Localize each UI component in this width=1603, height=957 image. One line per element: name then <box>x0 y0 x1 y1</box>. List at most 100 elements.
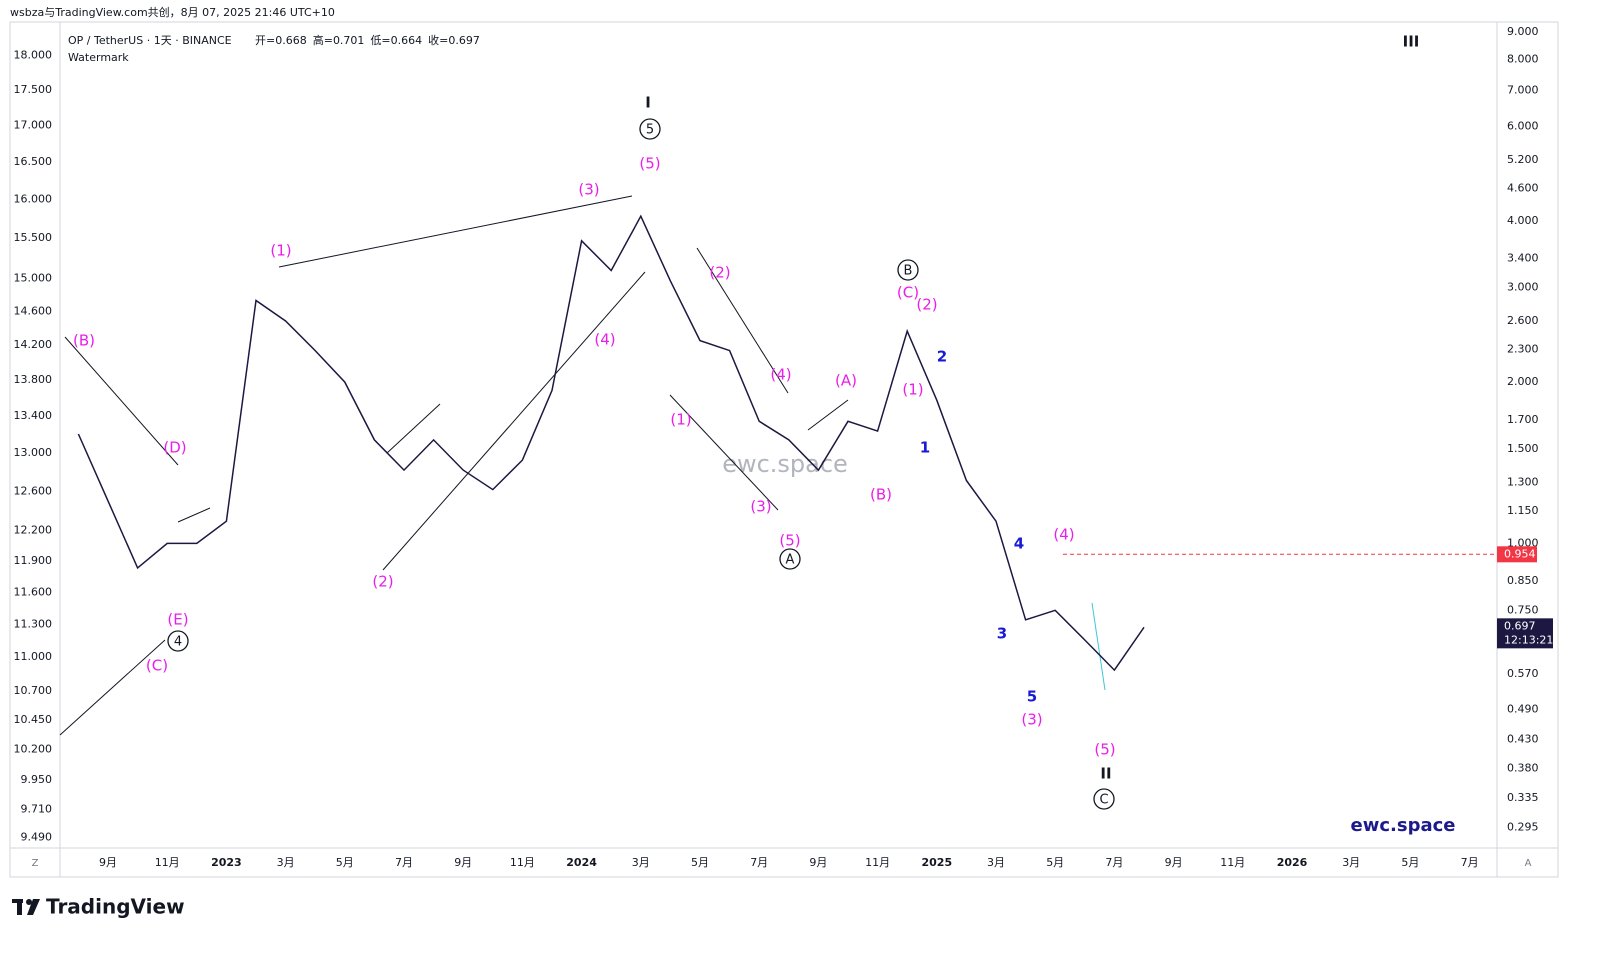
y-tick-label: 9.950 <box>21 773 53 786</box>
ohlc-label: 开= <box>255 34 275 47</box>
y2-tick-label: 1.000 <box>1507 536 1539 549</box>
chart-title: OP / TetherUS · 1天 · BINANCE <box>68 34 232 47</box>
wave-label: 4 <box>174 635 182 650</box>
wave-label: B <box>904 264 913 279</box>
wave-label: (1) <box>270 242 291 260</box>
y-tick-label: 15.500 <box>14 231 53 244</box>
y2-tick-label: 1.700 <box>1507 413 1539 426</box>
x-tick-label: 9月 <box>809 856 827 869</box>
y2-tick-label: 2.600 <box>1507 314 1539 327</box>
signature: ewc.space <box>1351 815 1456 836</box>
wave-label: 2 <box>937 348 947 366</box>
reference-label-box <box>1497 546 1537 563</box>
y2-tick-label: 0.335 <box>1507 791 1539 804</box>
x-tick-label: 2023 <box>211 856 242 869</box>
y-tick-label: 10.700 <box>14 684 53 697</box>
y-tick-label: 11.300 <box>14 617 53 630</box>
wave-label: (2) <box>916 296 937 314</box>
x-tick-label: 3月 <box>277 856 295 869</box>
y-tick-label: 17.000 <box>14 118 53 131</box>
y-tick-label: 10.450 <box>14 713 53 726</box>
price-line <box>77 214 1145 672</box>
ohlc-label: 收= <box>428 33 448 47</box>
last-price-box <box>1497 618 1553 649</box>
y2-tick-label: 4.600 <box>1507 181 1539 194</box>
ohlc-label: 高= <box>313 33 333 47</box>
x-tick-label: 5月 <box>1046 856 1064 869</box>
y-tick-label: 18.000 <box>14 48 53 61</box>
x-tick-label: 11月 <box>510 856 535 869</box>
ohlc-value: 0.701 <box>333 34 365 47</box>
x-tick-label: 9月 <box>454 856 472 869</box>
wave-label: 5 <box>646 123 654 138</box>
y2-tick-label: 4.000 <box>1507 214 1539 227</box>
wave-circle <box>779 548 801 570</box>
x-tick-label: 7月 <box>1461 856 1479 869</box>
wave-label: C <box>1099 793 1108 808</box>
x-tick-label: 9月 <box>1165 856 1183 869</box>
wave-label: (3) <box>578 181 599 199</box>
y2-tick-label: 0.750 <box>1507 603 1539 616</box>
y2-tick-label: 0.380 <box>1507 761 1539 774</box>
y-tick-label: 9.490 <box>21 831 53 844</box>
x-tick-label: 11月 <box>865 856 890 869</box>
y2-tick-label: 9.000 <box>1507 25 1539 38</box>
y-tick-label: 13.800 <box>14 373 53 386</box>
x-tick-label: 3月 <box>1342 856 1360 869</box>
y2-tick-label: 7.000 <box>1507 84 1539 97</box>
wave-label: (2) <box>709 264 730 282</box>
x-tick-label: 2024 <box>566 856 597 869</box>
reference-label: 0.954 <box>1504 547 1536 560</box>
x-tick-label: 7月 <box>750 856 768 869</box>
scale-button[interactable]: Z <box>32 858 39 869</box>
y-tick-label: 10.200 <box>14 742 53 755</box>
x-tick-label: 2025 <box>921 856 952 869</box>
subtitle: Watermark <box>68 51 129 64</box>
wave-label: II <box>1100 765 1111 783</box>
y-tick-label: 16.500 <box>14 155 53 168</box>
wave-label: (B) <box>870 486 892 504</box>
y-tick-label: 14.600 <box>14 304 53 317</box>
ohlc-value: 0.668 <box>275 34 307 47</box>
y2-tick-label: 0.295 <box>1507 820 1539 833</box>
wave-label: (C) <box>897 284 919 302</box>
y-tick-label: 14.200 <box>14 338 53 351</box>
credit: wsbza与TradingView.com共创，8月 07, 2025 21:4… <box>10 6 335 19</box>
x-tick-label: 11月 <box>155 856 180 869</box>
wave-label: (3) <box>750 498 771 516</box>
y-tick-label: 13.400 <box>14 409 53 422</box>
x-tick-label: 2026 <box>1277 856 1308 869</box>
y2-tick-label: 8.000 <box>1507 53 1539 66</box>
y-tick-label: 12.600 <box>14 484 53 497</box>
x-tick-label: 7月 <box>1105 856 1123 869</box>
x-tick-label: 5月 <box>1401 856 1419 869</box>
watermark: ewc.space <box>722 450 848 478</box>
wave-label: (4) <box>1053 526 1074 544</box>
wave-label: (B) <box>73 332 95 350</box>
wave-label: (1) <box>902 381 923 399</box>
y2-tick-label: 0.850 <box>1507 574 1539 587</box>
y2-tick-label: 3.400 <box>1507 252 1539 265</box>
y2-tick-label: 3.000 <box>1507 281 1539 294</box>
y-tick-label: 11.000 <box>14 650 53 663</box>
wave-label: (4) <box>770 366 791 384</box>
y2-tick-label: 2.300 <box>1507 343 1539 356</box>
wave-circle <box>167 630 189 652</box>
wave-label: (D) <box>163 439 186 457</box>
frame <box>9 21 1559 878</box>
x-tick-label: 9月 <box>99 856 117 869</box>
ohlc-label: 低= <box>370 34 390 47</box>
wave-label: I <box>645 94 651 112</box>
wave-circle <box>639 118 661 140</box>
y-tick-label: 11.600 <box>14 585 53 598</box>
x-tick-label: 5月 <box>336 856 354 869</box>
y2-tick-label: 1.150 <box>1507 504 1539 517</box>
auto-button[interactable]: A <box>1525 858 1532 869</box>
wave-label: 3 <box>997 625 1007 643</box>
wave-circle <box>897 259 919 281</box>
x-tick-label: 11月 <box>1220 856 1245 869</box>
y2-tick-label: 2.000 <box>1507 375 1539 388</box>
y2-tick-label: 1.500 <box>1507 442 1539 455</box>
wave-label: (5) <box>639 155 660 173</box>
